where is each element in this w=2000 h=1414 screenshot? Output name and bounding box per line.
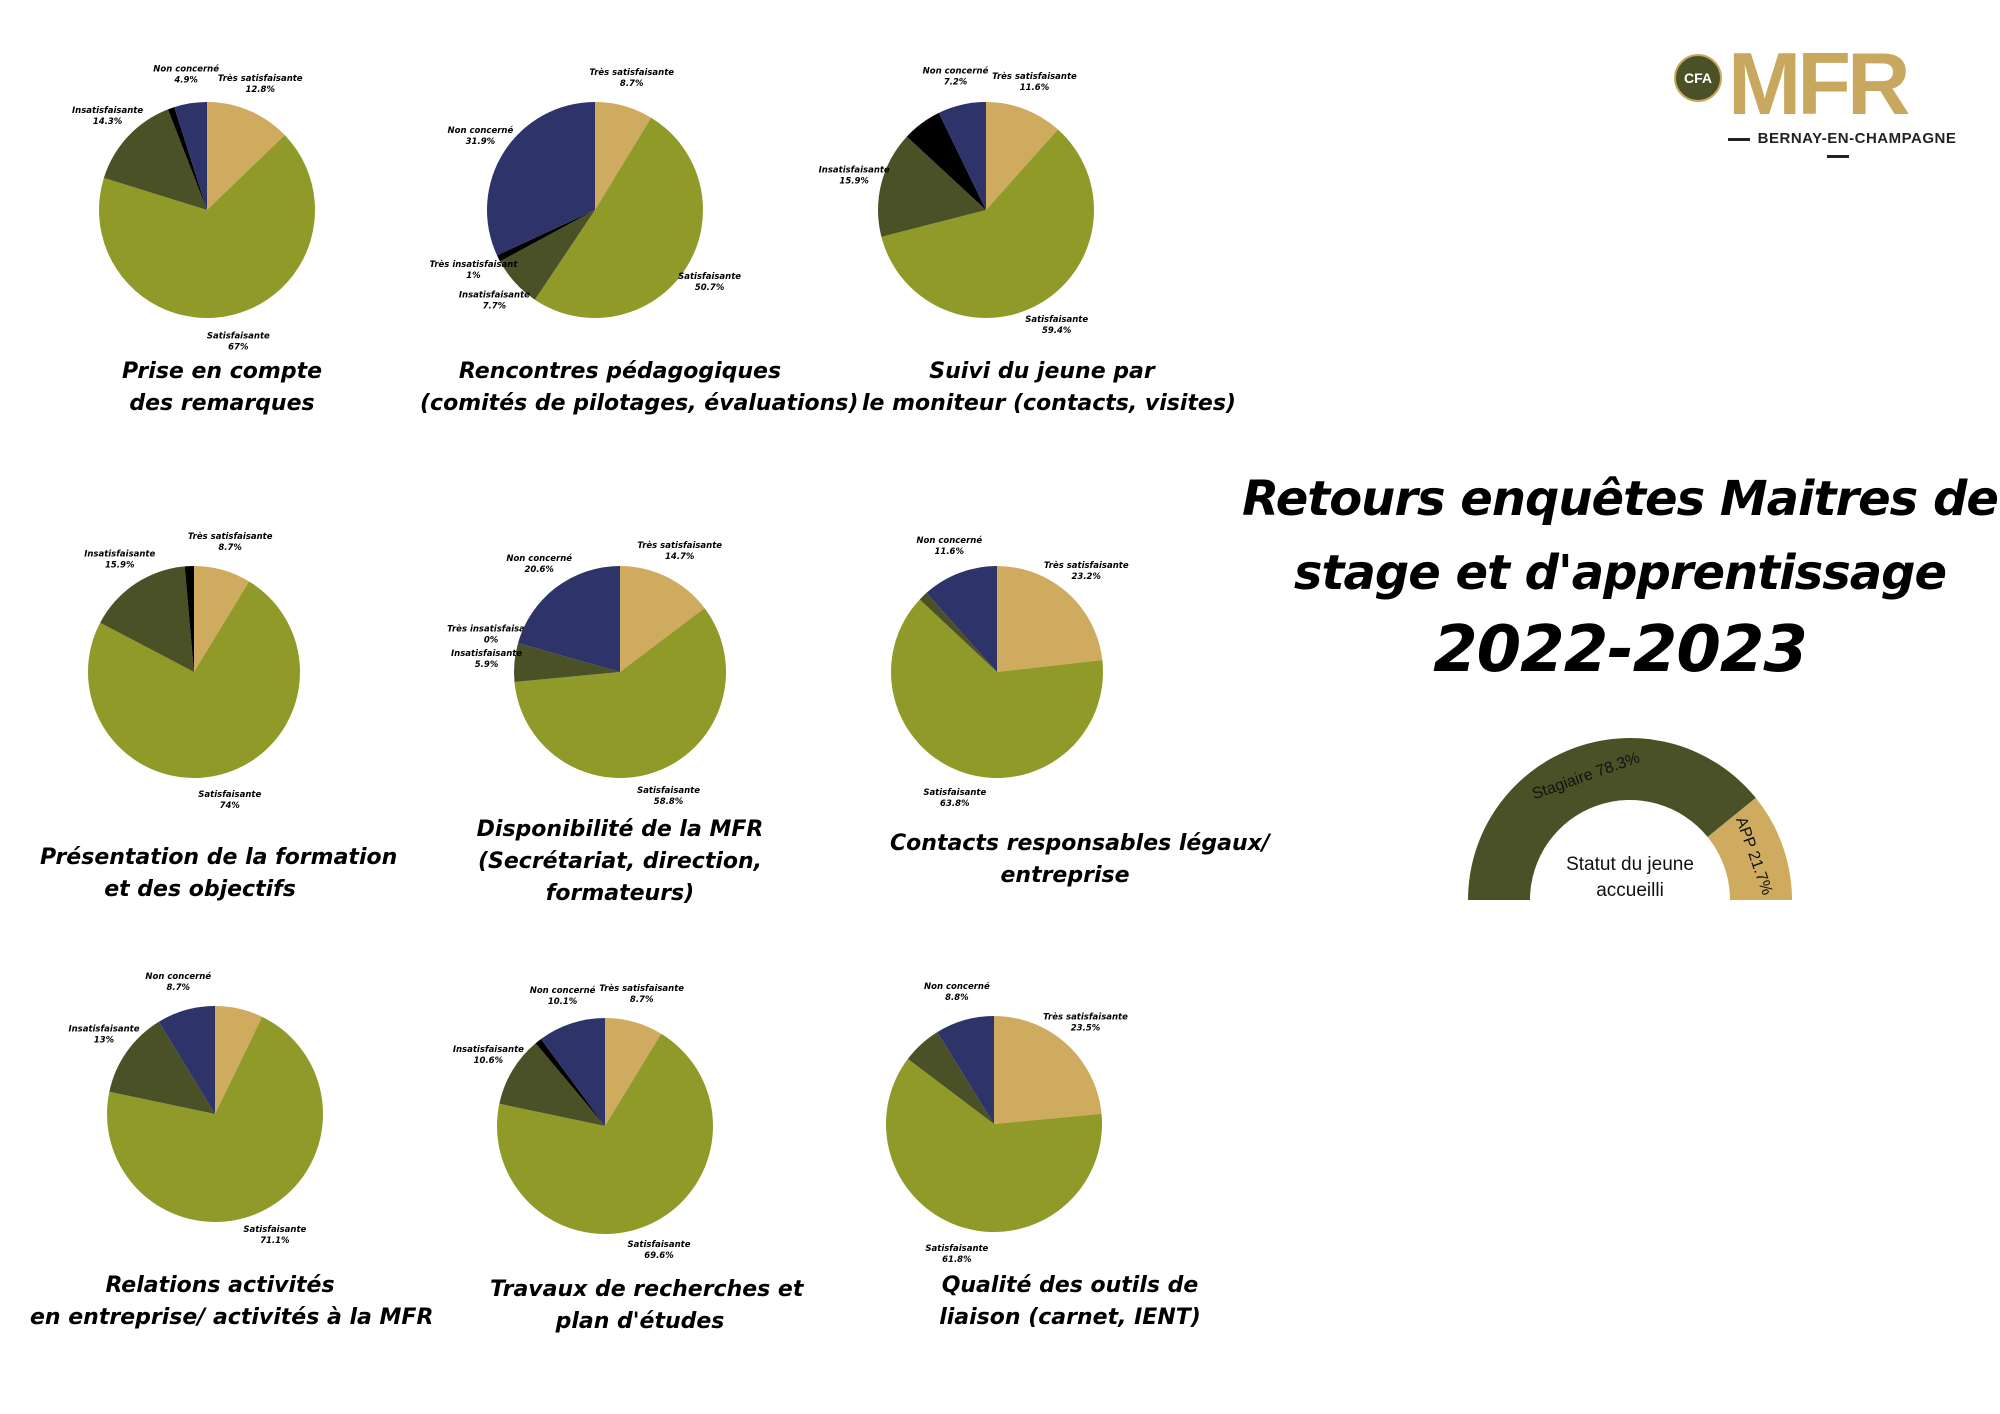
slice-label-satisfaisante: Satisfaisante 71.1% [243,1225,306,1246]
slice-label-non-concerne: Non concerné 4.9% [153,64,219,86]
slice-label-non-concerne: Non concerné 20.6% [506,553,572,575]
gauge-center-title: Statut du jeune accueilli [1530,852,1730,904]
chart-title-line: Qualité des outils de [920,1270,1220,1302]
slice-label-tres-satisfaisante: Très satisfaisante 14.7% [637,540,722,562]
slice-label-insatisfaisante: Insatisfaisante 7.7% [459,291,530,312]
slice-label-satisfaisante: Satisfaisante 59.4% [1025,315,1088,336]
slice-label-tres-satisfaisante: Très satisfaisante 8.7% [188,531,273,553]
chart-title-line: Contacts responsables légaux/ [890,828,1240,860]
slice-label-non-concerne: Non concerné 8.7% [145,971,211,993]
slice-label-tres-satisfaisante: Très satisfaisante 8.7% [599,983,684,1005]
main-title-line-2: stage et d'apprentissage [1240,536,2000,610]
slice-label-tres-satisfaisante: Très satisfaisante 23.5% [1043,1011,1128,1033]
slice-label-tres-satisfaisante: Très satisfaisante 11.6% [992,71,1077,93]
chart-title-line: Prise en compte [82,356,362,388]
slice-label-tres-insatisfaisant: Très insatisfaisant 1% [429,259,518,281]
main-title: Retours enquêtes Maitres de stage et d'a… [1240,462,2000,690]
slice-label-non-concerne: Non concerné 31.9% [448,125,514,147]
slice-label-non-concerne: Non concerné 7.2% [923,65,989,87]
chart-title-prise-en-compte: Prise en compte des remarques [82,356,362,420]
slice-label-satisfaisante: Satisfaisante 69.6% [628,1240,691,1261]
slice-label-satisfaisante: Satisfaisante 74% [198,790,261,811]
slice-label-satisfaisante: Satisfaisante 67% [207,331,270,352]
slice-label-insatisfaisante: Insatisfaisante 5.9% [451,649,522,670]
slice-label-satisfaisante: Satisfaisante 61.8% [925,1244,988,1265]
slice-label-non-concerne: Non concerné 10.1% [530,985,596,1007]
main-title-line-3: 2022-2023 [1240,610,2000,690]
slice-label-tres-satisfaisante: Très satisfaisante 12.8% [218,73,303,95]
slice-label-insatisfaisante: Insatisfaisante 13% [68,1024,139,1045]
slice-label-insatisfaisante: Insatisfaisante 10.6% [453,1045,524,1066]
mfr-logo: CFA MFR BERNAY-EN-CHAMPAGNE [1672,44,1972,154]
chart-title-line: Suivi du jeune par [862,356,1222,388]
logo-brand: MFR [1728,36,1907,132]
slice-label-insatisfaisante: Insatisfaisante 14.3% [72,106,143,127]
slice-label-satisfaisante: Satisfaisante 58.8% [637,786,700,807]
slice-label-satisfaisante: Satisfaisante 63.8% [923,788,986,809]
slice-label-tres-satisfaisante: Très satisfaisante 8.7% [589,67,674,89]
chart-title-line: Disponibilité de la MFR [470,814,770,846]
main-title-line-1: Retours enquêtes Maitres de [1240,462,2000,536]
cfa-badge: CFA [1674,54,1722,102]
slice-label-tres-satisfaisante: Très satisfaisante 23.2% [1044,560,1129,582]
chart-title-suivi-jeune: Suivi du jeune par le moniteur (contacts… [862,356,1222,420]
logo-place: BERNAY-EN-CHAMPAGNE [1708,130,1968,164]
slice-label-insatisfaisante: Insatisfaisante 15.9% [84,549,155,570]
chart-title-line: liaison (carnet, IENT) [920,1302,1220,1334]
slice-label-insatisfaisante: Insatisfaisante 15.9% [819,166,890,187]
slice-label-non-concerne: Non concerné 11.6% [916,535,982,557]
slice-label-non-concerne: Non concerné 8.8% [924,981,990,1003]
chart-title-qualite-outils: Qualité des outils de liaison (carnet, I… [920,1270,1220,1334]
